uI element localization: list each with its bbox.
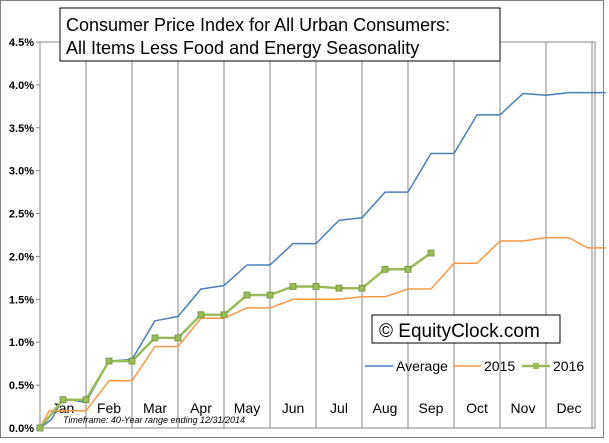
month-label: Jun xyxy=(282,400,305,416)
y-tick-label: 0.5% xyxy=(9,380,34,392)
legend-label-2015: 2015 xyxy=(484,358,515,374)
month-label: Dec xyxy=(557,400,582,416)
month-label: Sep xyxy=(419,400,444,416)
series-marker-2016 xyxy=(128,357,136,365)
timeframe-footnote: Timeframe: 40-Year range ending 12/31/20… xyxy=(63,415,245,425)
y-tick-label: 3.0% xyxy=(9,166,34,178)
month-label: Oct xyxy=(466,400,488,416)
y-tick-label: 3.5% xyxy=(9,123,34,135)
series-marker-2016 xyxy=(335,284,343,292)
x-axis-month-labels: Jan Feb Mar Apr May Jun Jul Aug Sep Oct Nov Dec xyxy=(52,400,582,416)
series-marker-2016 xyxy=(36,424,44,432)
series-marker-2016 xyxy=(427,249,435,257)
chart-subtitle: All Items Less Food and Energy Seasonali… xyxy=(66,38,419,58)
y-tick-label: 2.0% xyxy=(9,251,34,263)
month-label: Aug xyxy=(373,400,398,416)
series-marker-2016 xyxy=(220,311,228,319)
y-tick-label: 2.5% xyxy=(9,209,34,221)
series-marker-2016 xyxy=(82,396,90,404)
series-marker-2016 xyxy=(151,334,159,342)
series-marker-2016 xyxy=(381,265,389,273)
month-label: Mar xyxy=(143,400,167,416)
chart-title: Consumer Price Index for All Urban Consu… xyxy=(66,15,450,35)
y-axis-ticks: 0.0% 0.5% 1.0% 1.5% 2.0% 2.5% 3.0% 3.5% 4.0% 4.5% xyxy=(9,37,40,435)
series-marker-2016 xyxy=(358,284,366,292)
month-label: Jul xyxy=(330,400,348,416)
y-tick-label: 4.0% xyxy=(9,80,34,92)
series-line-2016 xyxy=(39,251,432,429)
legend-label-average: Average xyxy=(396,358,448,374)
series-marker-2016 xyxy=(174,334,182,342)
series-marker-2016 xyxy=(243,291,251,299)
legend-marker xyxy=(533,363,539,369)
series-line-2015 xyxy=(39,236,606,429)
month-label: Feb xyxy=(97,400,121,416)
series-marker-2016 xyxy=(266,291,274,299)
month-label: May xyxy=(234,400,260,416)
series-marker-2016 xyxy=(59,396,67,404)
month-label: Apr xyxy=(190,400,212,416)
title-box xyxy=(59,7,501,62)
series-marker-2016 xyxy=(312,283,320,290)
legend-label-2016: 2016 xyxy=(553,358,584,374)
y-tick-label: 1.5% xyxy=(9,294,34,306)
series-marker-2016 xyxy=(105,357,113,365)
month-label: Nov xyxy=(511,400,536,416)
y-tick-label: 4.5% xyxy=(9,37,34,49)
y-tick-label: 0.0% xyxy=(9,423,34,435)
watermark-box xyxy=(371,314,561,344)
series-marker-2016 xyxy=(289,283,297,290)
y-tick-label: 1.0% xyxy=(9,337,34,349)
series-marker-2016 xyxy=(197,311,205,319)
legend: Average 2015 2016 xyxy=(365,358,584,374)
month-label: Jan xyxy=(52,400,75,416)
month-grid-lines xyxy=(85,42,593,428)
watermark-text: © EquityClock.com xyxy=(379,321,540,342)
series-lines xyxy=(36,91,606,432)
series-marker-2016 xyxy=(404,265,412,273)
